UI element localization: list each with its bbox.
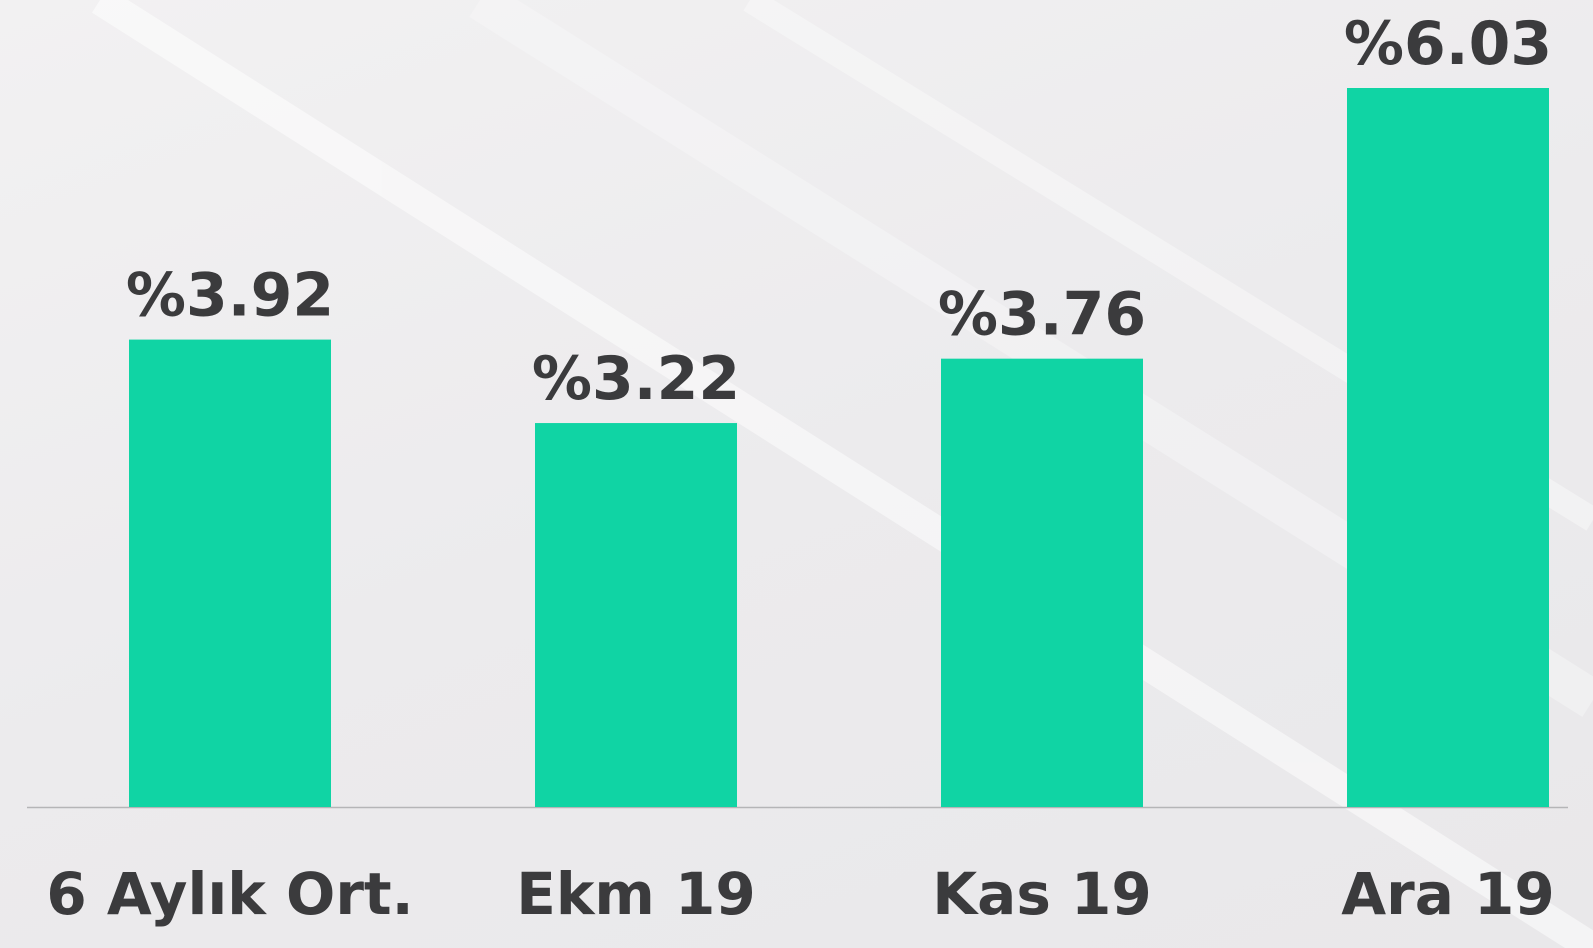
streak <box>91 0 1593 948</box>
value-label: %3.22 <box>532 344 740 414</box>
value-label: %3.92 <box>126 261 334 331</box>
x-tick-label: Ara 19 <box>1341 860 1555 928</box>
value-label: %3.76 <box>938 280 1146 350</box>
x-tick-label: Kas 19 <box>932 860 1152 928</box>
value-label: %6.03 <box>1344 9 1552 79</box>
bar <box>941 358 1143 807</box>
bar <box>129 339 331 807</box>
bar <box>1347 88 1549 807</box>
bar <box>535 423 737 807</box>
x-tick-label: 6 Aylık Ort. <box>46 860 413 928</box>
x-tick-label: Ekm 19 <box>516 860 756 928</box>
